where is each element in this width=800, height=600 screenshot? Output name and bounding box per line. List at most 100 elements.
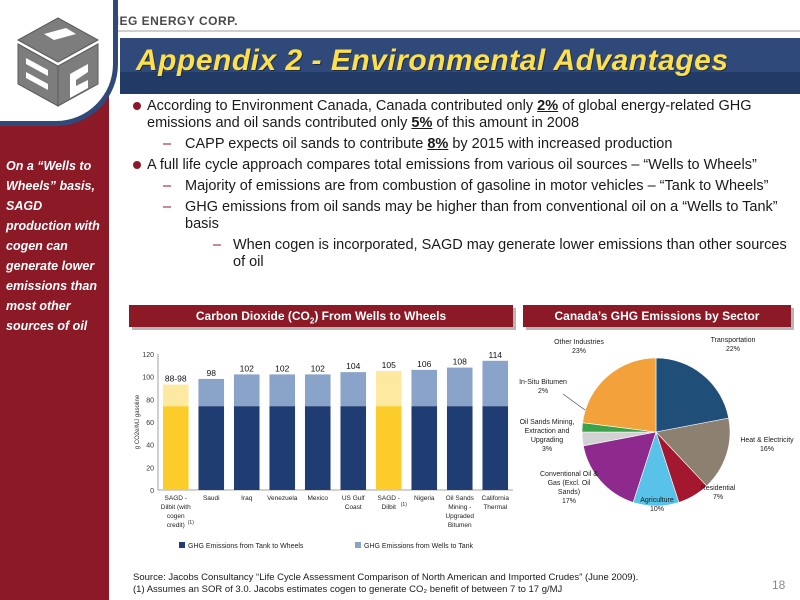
sub-bullet-1-pct: 8% (427, 136, 449, 152)
x-tick-label: Upgraded (445, 513, 474, 520)
legend-label-wells-to-tank: GHG Emissions from Wells to Tank (364, 543, 474, 550)
x-tick-label: Coast (345, 504, 362, 511)
footnote-mark: (1) (401, 502, 407, 508)
pie-slice-label: In-Situ Bitumen (519, 379, 567, 386)
bar-tank-to-wheels (446, 406, 473, 490)
source-line-2: (1) Assumes an SOR of 3.0. Jacobs estima… (133, 584, 563, 595)
sidebar-callout: On a “Wells to Wheels” basis, SAGD produ… (6, 159, 100, 333)
bullet-1-text-b: of global energy-related GHG emissions a… (147, 98, 752, 131)
pie-slice (655, 357, 730, 433)
y-tick-label: 40 (146, 443, 154, 450)
pie-slice-pct: 10% (650, 506, 664, 513)
bullet-1-text-c: of this amount in 2008 (432, 115, 580, 131)
meg-logo-icon (16, 17, 100, 107)
bar-wells-to-tank (340, 372, 367, 407)
bar-wells-to-tank (446, 367, 473, 407)
bar-data-label: 114 (488, 350, 502, 360)
legend-swatch-wells-to-tank (355, 542, 361, 548)
pie-slice-label: Sands) (558, 489, 580, 496)
x-tick-label: Bitumen (448, 522, 472, 529)
bar-data-label: 102 (240, 363, 254, 373)
pie-slice-label: Extraction and (525, 428, 570, 435)
pie-slice-pct: 23% (572, 348, 586, 355)
bar-chart-header: Carbon Dioxide (CO2) From Wells to Wheel… (129, 305, 513, 327)
pie-slice-pct: 7% (713, 494, 723, 501)
logo-badge (0, 0, 118, 126)
y-tick-label: 20 (146, 465, 154, 472)
pie-slice-label: Agriculture (640, 497, 674, 504)
y-tick-label: 0 (150, 488, 154, 495)
x-tick-label: California (482, 495, 510, 502)
sub-sub-bullet-1: – When cogen is incorporated, SAGD may ge… (213, 237, 787, 270)
bar-data-label: 88-98 (165, 374, 187, 384)
bar-wells-to-tank (375, 371, 402, 407)
bullet-1: According to Environment Canada, Canada … (133, 98, 793, 132)
bar-tank-to-wheels (198, 406, 225, 490)
pie-slice-label: Gas (Excl. Oil (548, 480, 591, 487)
bar-wells-to-tank (304, 374, 331, 407)
sub-bullet-1: – CAPP expects oil sands to contribute 8%… (163, 136, 673, 152)
pie-slice (655, 417, 731, 487)
bullet-1-pct-global: 2% (537, 98, 559, 114)
bar-tank-to-wheels (269, 406, 296, 490)
sub-bullet-1-text-b: by 2015 with increased production (448, 136, 673, 152)
pie-slice-label: Transportation (711, 337, 756, 344)
header-rule (109, 30, 800, 32)
bar-tank-to-wheels (162, 406, 189, 490)
x-tick-label: Nigeria (414, 495, 435, 502)
x-tick-label: Thermal (483, 504, 507, 511)
x-tick-label: SAGD - (165, 495, 187, 502)
company-name: MEG ENERGY CORP. (109, 14, 238, 28)
source-note: Source: Jacobs Consultancy “Life Cycle A… (133, 572, 638, 596)
pie-slice-pct: 17% (562, 498, 576, 505)
bullet-content: According to Environment Canada, Canada … (133, 98, 793, 275)
pie-slice-pct: 22% (726, 346, 740, 353)
bar-data-label: 104 (346, 361, 360, 371)
legend-swatch-tank-to-wheels (179, 542, 185, 548)
bar-wells-to-tank (269, 374, 296, 407)
pie-slice (582, 431, 657, 503)
bar-chart: 0 20 40 60 80 100 120 g CO2e/MJ gasoline 88-98 SA… (135, 350, 513, 550)
pie-slice-pct: 2% (538, 388, 548, 395)
legend-label-tank-to-wheels: GHG Emissions from Tank to Wheels (188, 543, 304, 550)
pie-slice-label: Residential (701, 485, 736, 492)
pie-slice-pct: 16% (760, 446, 774, 453)
bar-tank-to-wheels (482, 406, 509, 490)
y-tick-label: 80 (146, 397, 154, 404)
x-tick-label: credit) (167, 522, 185, 529)
pie-slice-label: Other Industries (554, 339, 604, 346)
x-tick-label: SAGD - (378, 495, 400, 502)
pie-chart-header: Canada’s GHG Emissions by Sector (523, 305, 791, 327)
y-axis-label: g CO2e/MJ gasoline (135, 394, 141, 449)
header-bar (0, 0, 800, 34)
bar-tank-to-wheels (375, 406, 402, 490)
page-title: Appendix 2 - Environmental Advantages (136, 44, 729, 77)
pie-chart: Transportation 22% Heat & Electricity 16% Re… (519, 337, 794, 513)
page-number: 18 (772, 578, 786, 592)
x-tick-label: Mining - (448, 504, 471, 511)
bar-data-label: 102 (275, 363, 289, 373)
y-tick-label: 120 (142, 352, 154, 359)
bar-wells-to-tank (411, 369, 438, 407)
bar-tank-to-wheels (304, 406, 331, 490)
sub-bullet-1-text-a: CAPP expects oil sands to contribute (185, 136, 428, 152)
x-tick-label: Dilbit (with (161, 504, 191, 511)
x-tick-label: Saudi (203, 495, 220, 502)
bullet-1-text-a: According to Environment Canada, Canada … (147, 98, 538, 114)
pie-slice-label: Oil Sands Mining, (520, 419, 575, 426)
sub-bullet-2-text: Majority of emissions are from combustio… (185, 178, 769, 194)
x-tick-label: cogen (167, 513, 185, 520)
x-tick-label: Dilbit (382, 504, 397, 511)
bullet-2: A full life cycle approach compares tota… (133, 157, 793, 174)
sidebar (0, 94, 109, 600)
bar-data-label: 98 (207, 368, 217, 378)
y-tick-label: 60 (146, 420, 154, 427)
bar-data-label: 108 (453, 357, 467, 367)
x-tick-label: US Gulf (342, 495, 365, 502)
bar-wells-to-tank (198, 378, 225, 407)
sub-sub-bullet-1-text: When cogen is incorporated, SAGD may gen… (233, 237, 787, 270)
x-tick-label: Iraq (241, 495, 253, 502)
title-band (120, 38, 800, 94)
bar-wells-to-tank (162, 384, 189, 407)
x-tick-label: Venezuela (267, 495, 298, 502)
